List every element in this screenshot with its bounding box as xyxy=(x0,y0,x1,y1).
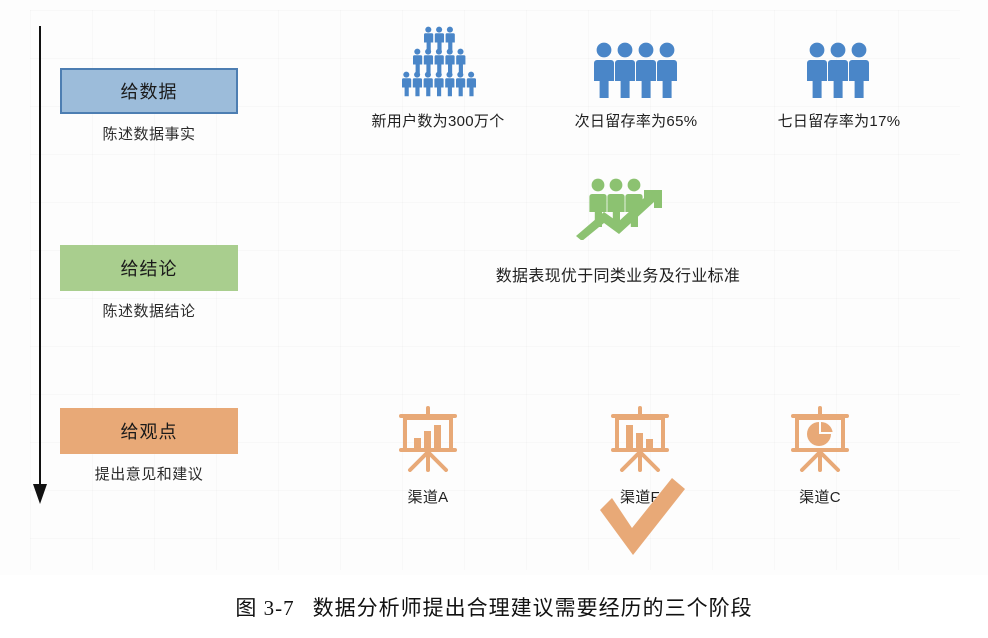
channel-cell-a[interactable]: 渠道A xyxy=(358,404,498,507)
stage-subtitle-conclusion: 陈述数据结论 xyxy=(102,303,196,320)
people-pyramid-crowd-icon xyxy=(401,26,477,97)
stage-subtitle-data: 陈述数据事实 xyxy=(102,126,196,143)
four-people-icon xyxy=(594,42,677,98)
figure-caption: 图 3-7 数据分析师提出合理建议需要经历的三个阶段 xyxy=(0,592,988,622)
channel-cell-c[interactable]: 渠道C xyxy=(750,404,890,507)
people-growth-arrow-icon xyxy=(576,178,662,240)
figure-canvas: 给数据 陈述数据事实 给结论 陈述数据结论 给观点 提出意见和建议 xyxy=(30,10,960,570)
stage-block-viewpoint[interactable]: 给观点 提出意见和建议 xyxy=(60,408,238,484)
icon-container xyxy=(744,22,934,100)
channel-label-a: 渠道A xyxy=(407,489,449,506)
figure-caption-number: 图 3-7 xyxy=(235,596,295,620)
metric-label-day7-retention: 七日留存率为17% xyxy=(777,113,901,130)
presentation-board-bar-chart-up-icon xyxy=(399,406,457,472)
stage-block-data[interactable]: 给数据 陈述数据事实 xyxy=(60,68,238,144)
check-mark-icon xyxy=(600,478,685,555)
stage-title-viewpoint: 给观点 xyxy=(60,408,238,454)
channel-cell-f[interactable]: 渠道F xyxy=(570,404,710,507)
presentation-board-bar-chart-down-icon xyxy=(611,406,669,472)
icon-container xyxy=(318,22,558,100)
icon-container xyxy=(570,404,710,472)
stage-block-conclusion[interactable]: 给结论 陈述数据结论 xyxy=(60,245,238,321)
metric-cell-new-users: 新用户数为300万个 xyxy=(318,22,558,131)
metric-label-new-users: 新用户数为300万个 xyxy=(371,113,505,130)
downward-process-arrow-icon xyxy=(33,26,47,504)
stage-title-conclusion: 给结论 xyxy=(60,245,238,291)
stage-subtitle-viewpoint: 提出意见和建议 xyxy=(94,466,204,483)
icon-container xyxy=(358,404,498,472)
three-people-icon xyxy=(807,42,869,98)
conclusion-cell: 数据表现优于同类业务及行业标准 xyxy=(388,176,848,286)
metric-cell-day7-retention: 七日留存率为17% xyxy=(744,22,934,131)
channel-label-f: 渠道F xyxy=(619,489,661,506)
metric-label-day1-retention: 次日留存率为65% xyxy=(574,113,698,130)
presentation-board-pie-chart-icon xyxy=(791,406,849,472)
icon-container xyxy=(536,22,736,100)
channel-label-c: 渠道C xyxy=(799,489,841,506)
metric-cell-day1-retention: 次日留存率为65% xyxy=(536,22,736,131)
figure-caption-text: 数据分析师提出合理建议需要经历的三个阶段 xyxy=(312,596,753,620)
conclusion-label: 数据表现优于同类业务及行业标准 xyxy=(495,268,741,285)
icon-container xyxy=(750,404,890,472)
stage-title-data: 给数据 xyxy=(60,68,238,114)
icon-container xyxy=(388,176,848,240)
